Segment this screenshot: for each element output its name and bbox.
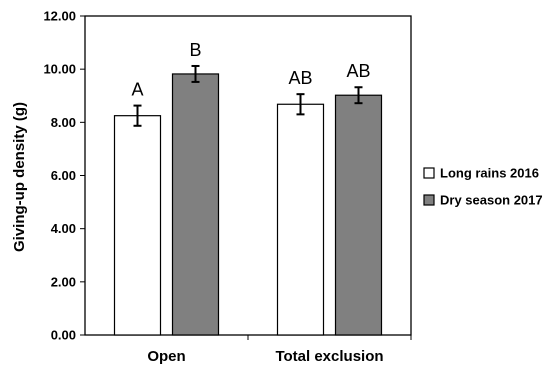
category-label: Total exclusion <box>275 348 383 365</box>
significance-label: AB <box>288 68 312 88</box>
significance-label: A <box>131 80 143 100</box>
y-axis-title: Giving-up density (g) <box>11 102 28 252</box>
legend-label: Dry season 2017 <box>440 193 543 208</box>
bar <box>276 103 325 336</box>
legend: Long rains 2016 Dry season 2017 <box>423 166 543 208</box>
significance-label: AB <box>346 61 370 81</box>
axes: 0.00 2.00 4.00 6.00 8.00 10.00 12.00 Open Total … <box>43 9 412 365</box>
bar <box>171 73 220 336</box>
y-tick-label: 8.00 <box>51 115 76 130</box>
category-label: Open <box>147 348 185 365</box>
bar <box>113 115 162 336</box>
y-tick-label: 2.00 <box>51 274 76 289</box>
y-tick-label: 0.00 <box>51 328 76 343</box>
bars <box>113 64 383 336</box>
bar <box>334 94 383 336</box>
legend-label: Long rains 2016 <box>440 166 539 181</box>
legend-swatch <box>423 167 435 179</box>
legend-swatch <box>423 194 435 206</box>
y-tick-label: 4.00 <box>51 221 76 236</box>
y-tick-label: 6.00 <box>51 168 76 183</box>
y-tick-label: 10.00 <box>43 62 76 77</box>
y-tick-label: 12.00 <box>43 9 76 24</box>
significance-label: B <box>189 40 201 60</box>
